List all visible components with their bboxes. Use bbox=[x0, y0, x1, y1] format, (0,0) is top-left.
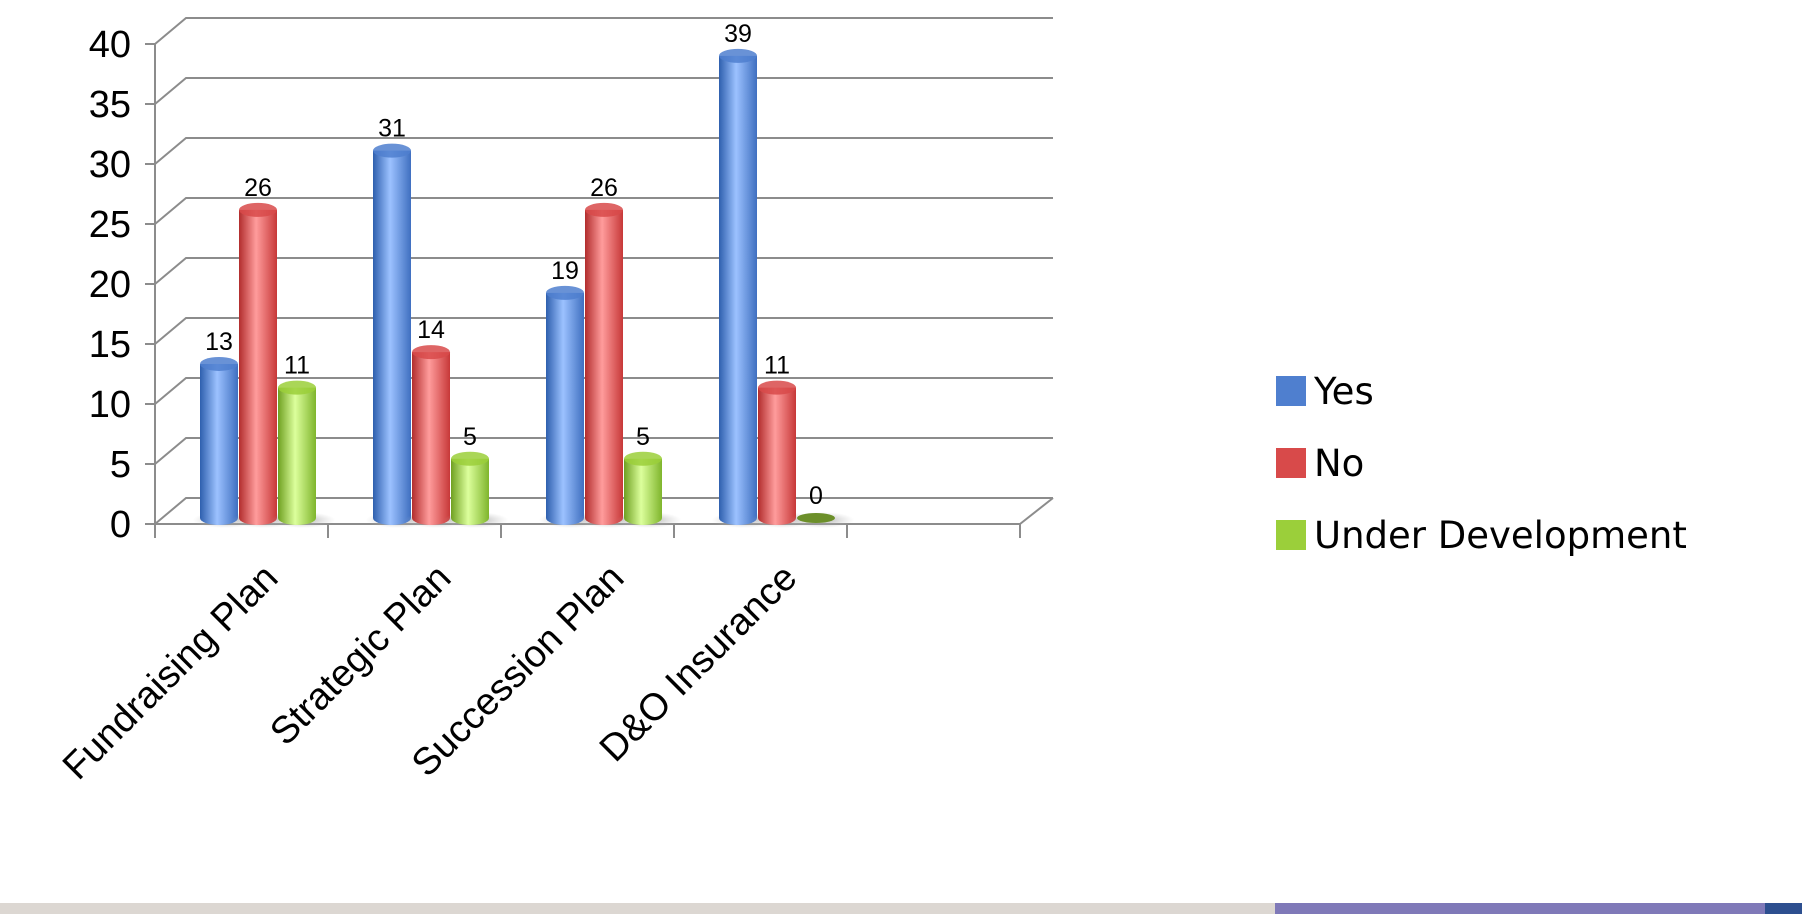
gridline bbox=[154, 377, 1053, 405]
gridlines bbox=[154, 17, 1053, 525]
data-label: 11 bbox=[284, 352, 310, 380]
bar bbox=[270, 380, 336, 528]
y-tick-label: 10 bbox=[89, 384, 131, 426]
legend: Yes No Under Development bbox=[1276, 355, 1687, 571]
y-tick-label: 0 bbox=[110, 504, 131, 546]
legend-label-under-development: Under Development bbox=[1314, 513, 1687, 557]
gridline bbox=[154, 17, 1053, 45]
legend-swatch-yes bbox=[1276, 376, 1306, 406]
bars bbox=[192, 48, 855, 528]
y-tick-label: 30 bbox=[89, 144, 131, 186]
data-label: 26 bbox=[244, 174, 272, 202]
bar bbox=[443, 451, 509, 528]
data-label: 11 bbox=[764, 352, 790, 380]
legend-item-no: No bbox=[1276, 427, 1687, 499]
y-tick-label: 40 bbox=[89, 24, 131, 66]
data-labels: 13 26 11 31 14 5 19 26 5 39 11 0 bbox=[205, 20, 823, 510]
bar bbox=[538, 285, 604, 528]
y-tick-label: 20 bbox=[89, 264, 131, 306]
bar bbox=[711, 48, 777, 528]
legend-item-yes: Yes bbox=[1276, 355, 1687, 427]
y-tick-label: 25 bbox=[89, 204, 131, 246]
gridline bbox=[154, 137, 1053, 165]
category-label: Fundraising Plan bbox=[55, 557, 286, 788]
gridline bbox=[154, 317, 1053, 345]
bar bbox=[616, 451, 682, 528]
legend-swatch-no bbox=[1276, 448, 1306, 478]
slide-footer-bar bbox=[0, 903, 1802, 914]
legend-label-yes: Yes bbox=[1314, 369, 1374, 413]
legend-item-under-development: Under Development bbox=[1276, 499, 1687, 571]
y-tick-label: 5 bbox=[110, 444, 131, 486]
data-label: 26 bbox=[590, 174, 618, 202]
data-label: 14 bbox=[417, 316, 445, 344]
data-label: 31 bbox=[378, 115, 406, 143]
category-label: Strategic Plan bbox=[262, 557, 459, 754]
legend-swatch-under-development bbox=[1276, 520, 1306, 550]
bar bbox=[789, 512, 855, 528]
gridline bbox=[154, 197, 1053, 225]
gridline bbox=[154, 77, 1053, 105]
data-label: 13 bbox=[205, 328, 233, 356]
data-label: 19 bbox=[551, 257, 579, 285]
data-label: 39 bbox=[724, 20, 752, 48]
y-tick-label: 35 bbox=[89, 84, 131, 126]
data-label: 0 bbox=[809, 482, 823, 510]
gridline bbox=[154, 257, 1053, 285]
bar bbox=[750, 380, 816, 528]
y-tick-labels: 0 5 10 15 20 25 30 35 40 bbox=[89, 24, 131, 546]
data-label: 5 bbox=[636, 423, 650, 451]
y-tick-label: 15 bbox=[89, 324, 131, 366]
legend-label-no: No bbox=[1314, 441, 1365, 485]
data-label: 5 bbox=[463, 423, 477, 451]
